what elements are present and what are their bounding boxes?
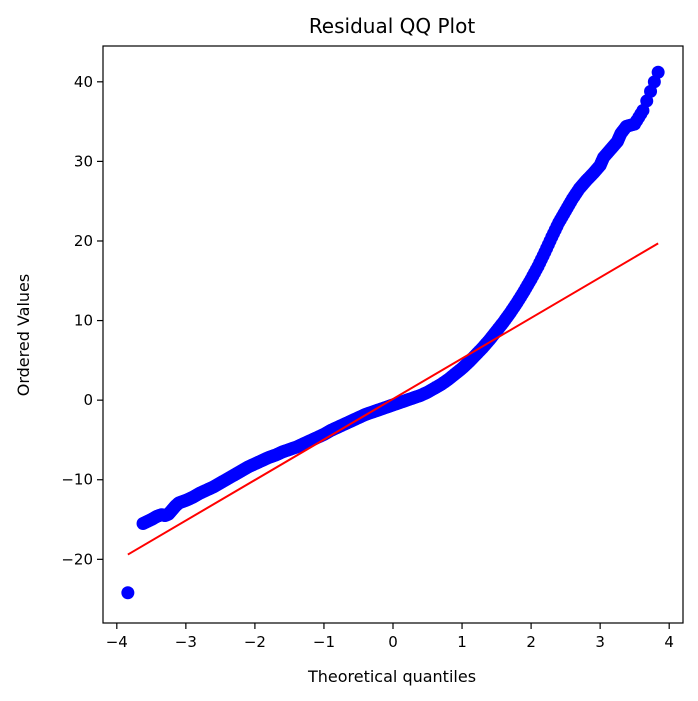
x-tick-label: −2 (244, 633, 266, 651)
x-tick-label: −3 (175, 633, 197, 651)
y-tick-label: 10 (74, 312, 93, 330)
y-axis-title: Ordered Values (14, 274, 33, 396)
x-tick-label: 1 (457, 633, 467, 651)
qq-data-point (647, 75, 661, 89)
qq-data-point (634, 107, 648, 121)
x-tick-label: −1 (313, 633, 335, 651)
x-axis-ticks: −4 −3 −2 −1 0 1 2 3 4 (106, 623, 674, 651)
x-tick-label: 2 (526, 633, 536, 651)
y-tick-label: 20 (74, 232, 93, 250)
x-tick-label: 0 (388, 633, 398, 651)
y-axis-ticks: −20 −10 0 10 20 30 40 (61, 73, 103, 568)
reference-line-layer (127, 242, 659, 556)
y-tick-label: −20 (61, 550, 93, 568)
y-tick-label: 40 (74, 73, 93, 91)
chart-title: Residual QQ Plot (309, 14, 476, 38)
x-axis-title: Theoretical quantiles (307, 667, 476, 686)
x-tick-label: 4 (664, 633, 674, 651)
x-tick-label: −4 (106, 633, 128, 651)
y-tick-label: −10 (61, 471, 93, 489)
reference-line (127, 242, 659, 556)
y-tick-label: 0 (83, 391, 93, 409)
x-tick-label: 3 (595, 633, 605, 651)
qq-data-point (121, 586, 135, 600)
y-tick-label: 30 (74, 152, 93, 170)
